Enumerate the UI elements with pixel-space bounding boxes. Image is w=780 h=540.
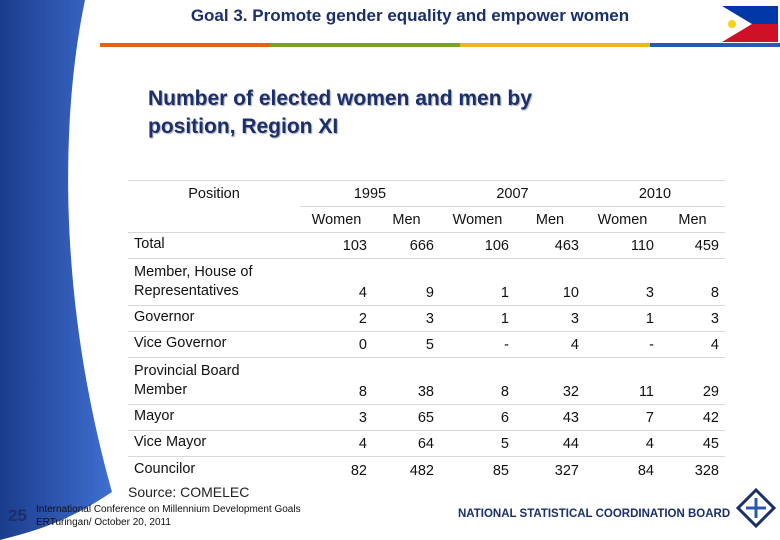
cell-value: 3 xyxy=(373,305,440,332)
year-header: 1995 xyxy=(300,180,440,207)
cell-value: 4 xyxy=(660,331,725,358)
cell-value: 44 xyxy=(515,430,585,457)
cell-value: 85 xyxy=(440,456,515,483)
left-swoosh xyxy=(0,0,112,540)
sex-header: Men xyxy=(660,206,725,233)
row-label: Provincial Board Member xyxy=(128,357,300,405)
source: Source: COMELEC xyxy=(128,484,250,500)
sex-header: Women xyxy=(300,206,373,233)
row-label: Governor xyxy=(128,305,300,332)
cell-value: 5 xyxy=(373,331,440,358)
column-header: Position xyxy=(128,180,300,233)
subtitle: Number of elected women and men by xyxy=(148,87,532,110)
cell-value: 3 xyxy=(515,305,585,332)
row-label: Councilor xyxy=(128,456,300,483)
row: Member, House of Representatives 4 9 1 10 3 8 xyxy=(128,258,725,306)
cell-value: - xyxy=(440,331,515,358)
cell-value: 6 xyxy=(440,404,515,431)
cell-value: 1 xyxy=(585,305,660,332)
slide-title: Goal 3. Promote gender equality and empo… xyxy=(190,6,630,25)
cell-value: 666 xyxy=(373,232,440,259)
cell-value: 5 xyxy=(440,430,515,457)
cell-value: 1 xyxy=(440,258,515,306)
year-header: 2007 xyxy=(440,180,585,207)
data-table: Position 1995 2007 2010 Women Men Women Men Wome… xyxy=(128,180,725,483)
cell-value: 65 xyxy=(373,404,440,431)
cell-value: 45 xyxy=(660,430,725,457)
cell-value: 42 xyxy=(660,404,725,431)
page-number: 25 xyxy=(8,506,27,525)
cell-value: 3 xyxy=(585,258,660,306)
cell-value: 9 xyxy=(373,258,440,306)
cell-value: 82 xyxy=(300,456,373,483)
cell-value: 4 xyxy=(515,331,585,358)
row: Total 103 666 106 463 110 459 xyxy=(128,232,725,259)
row: Mayor 3 65 6 43 7 42 xyxy=(128,404,725,431)
sex-header: Women xyxy=(585,206,660,233)
conference: ERTuringan/ October 20, 2011 xyxy=(36,517,171,528)
cell-value: 0 xyxy=(300,331,373,358)
cell-value: 463 xyxy=(515,232,585,259)
sex-header: Men xyxy=(515,206,585,233)
cell-value: 38 xyxy=(373,357,440,405)
row: Women Men Women Men Women Men xyxy=(128,206,725,233)
cell-value: - xyxy=(585,331,660,358)
cell-value: 328 xyxy=(660,456,725,483)
row: Vice Mayor 4 64 5 44 4 45 xyxy=(128,430,725,457)
stripe xyxy=(650,43,780,47)
row: Vice Governor 0 5-4-4 xyxy=(128,331,725,358)
stripe xyxy=(100,43,270,47)
cell-value: 43 xyxy=(515,404,585,431)
cell-value: 103 xyxy=(300,232,373,259)
cell-value: 1 xyxy=(440,305,515,332)
subtitle: position, Region XI xyxy=(148,115,339,138)
cell-value: 110 xyxy=(585,232,660,259)
conference: International Conference on Millennium D… xyxy=(36,504,301,515)
cell-value: 482 xyxy=(373,456,440,483)
row: Governor 2 3 1 3 1 3 xyxy=(128,305,725,332)
cell-value: 11 xyxy=(585,357,660,405)
organization: NATIONAL STATISTICAL COORDINATION BOARD xyxy=(458,508,731,520)
cell-value: 4 xyxy=(300,258,373,306)
cell-value: 8 xyxy=(660,258,725,306)
cell-value: 3 xyxy=(660,305,725,332)
row: Position 1995 2007 2010 xyxy=(128,180,725,233)
stripe xyxy=(270,43,460,47)
row: Councilor 82 482 85 327 84 328 xyxy=(128,456,725,483)
row-label: Member, House of Representatives xyxy=(128,258,300,306)
row-label: Vice Governor xyxy=(128,331,300,358)
cell-value: 32 xyxy=(515,357,585,405)
cell-value: 64 xyxy=(373,430,440,457)
cell-value: 8 xyxy=(300,357,373,405)
sex-header: Women xyxy=(440,206,515,233)
cell-value: 3 xyxy=(300,404,373,431)
year-header: 2010 xyxy=(585,180,725,207)
row-label: Total xyxy=(128,232,300,259)
row-label: Mayor xyxy=(128,404,300,431)
cell-value: 2 xyxy=(300,305,373,332)
sex-header: Men xyxy=(373,206,440,233)
flag xyxy=(722,6,778,42)
cell-value: 4 xyxy=(585,430,660,457)
nscb-logo xyxy=(735,487,777,529)
cell-value: 84 xyxy=(585,456,660,483)
row: Provincial Board Member 8 38 8 32 11 29 xyxy=(128,357,725,405)
cell-value: 459 xyxy=(660,232,725,259)
cell-value: 10 xyxy=(515,258,585,306)
cell-value: 7 xyxy=(585,404,660,431)
stripe xyxy=(460,43,650,47)
cell-value: 29 xyxy=(660,357,725,405)
cell-value: 327 xyxy=(515,456,585,483)
cell-value: 106 xyxy=(440,232,515,259)
row-label: Vice Mayor xyxy=(128,430,300,457)
cell-value: 8 xyxy=(440,357,515,405)
cell-value: 4 xyxy=(300,430,373,457)
